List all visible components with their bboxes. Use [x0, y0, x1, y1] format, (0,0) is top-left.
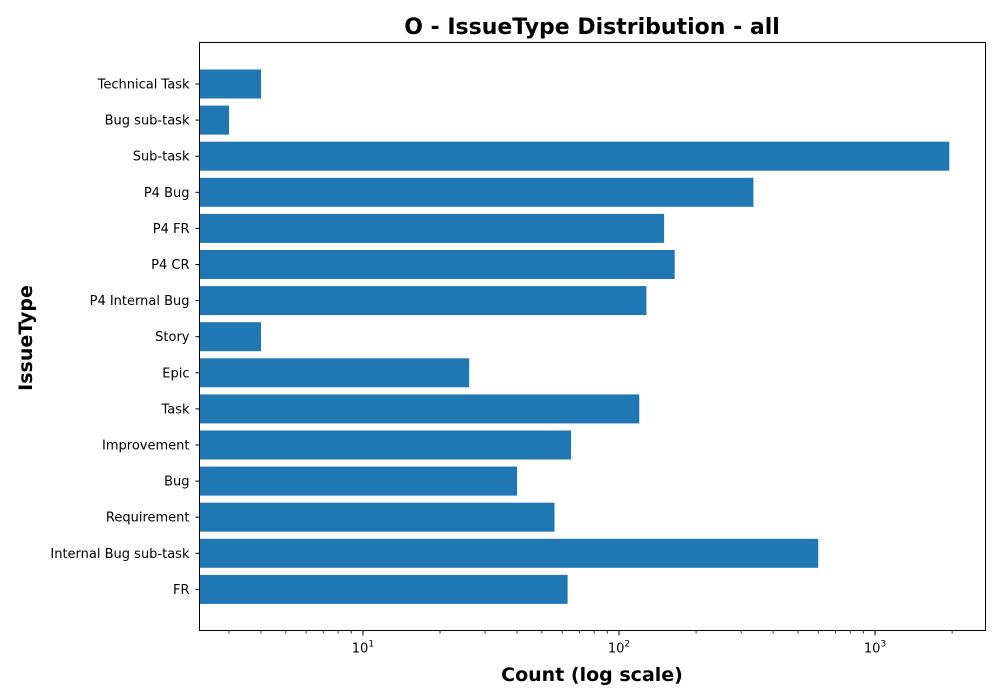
- y-tick-label: P4 CR: [151, 258, 189, 273]
- bar-technical-task: [199, 69, 262, 99]
- bar-p4-internal-bug: [199, 286, 647, 316]
- y-tick-label: Technical Task: [97, 78, 190, 93]
- bar-bug: [199, 466, 518, 496]
- bar-p4-cr: [199, 250, 675, 279]
- x-axis-ticks: 101 102 103: [228, 630, 953, 657]
- bar-internal-bug-sub-task: [199, 538, 819, 568]
- bar-epic: [199, 358, 470, 388]
- y-tick-label: Epic: [162, 366, 189, 381]
- bar-improvement: [199, 430, 572, 460]
- bars-group: [199, 69, 950, 604]
- y-tick-label: P4 Bug: [144, 186, 190, 201]
- y-tick-label: Bug: [164, 475, 189, 490]
- bar-story: [199, 322, 262, 352]
- bar-task: [199, 394, 640, 424]
- y-tick-label: Internal Bug sub-task: [50, 547, 190, 562]
- bar-sub-task: [199, 141, 950, 171]
- bar-requirement: [199, 502, 555, 532]
- x-tick-label: 101: [352, 640, 374, 657]
- x-tick-label: 102: [608, 640, 630, 657]
- bar-fr: [199, 574, 568, 604]
- y-tick-label: Story: [155, 330, 190, 345]
- y-tick-label: Improvement: [102, 439, 189, 454]
- y-tick-label: FR: [173, 583, 190, 598]
- x-axis-label: Count (log scale): [501, 664, 683, 686]
- plot-frame: [199, 42, 986, 631]
- y-tick-label: P4 Internal Bug: [90, 294, 190, 309]
- bar-p4-fr: [199, 213, 665, 243]
- bar-bug-sub-task: [199, 105, 230, 135]
- y-axis-ticks: Technical Task Bug sub-task Sub-task P4 Bug…: [50, 78, 200, 598]
- y-tick-label: Sub-task: [133, 150, 190, 165]
- x-tick-label: 103: [864, 640, 886, 657]
- y-tick-label: Bug sub-task: [105, 114, 190, 129]
- y-tick-label: P4 FR: [153, 222, 190, 237]
- y-tick-label: Task: [160, 402, 190, 417]
- bar-p4-bug: [199, 177, 754, 207]
- chart-title: O - IssueType Distribution - all: [404, 15, 780, 40]
- y-tick-label: Requirement: [106, 511, 190, 526]
- y-axis-label: IssueType: [15, 285, 37, 391]
